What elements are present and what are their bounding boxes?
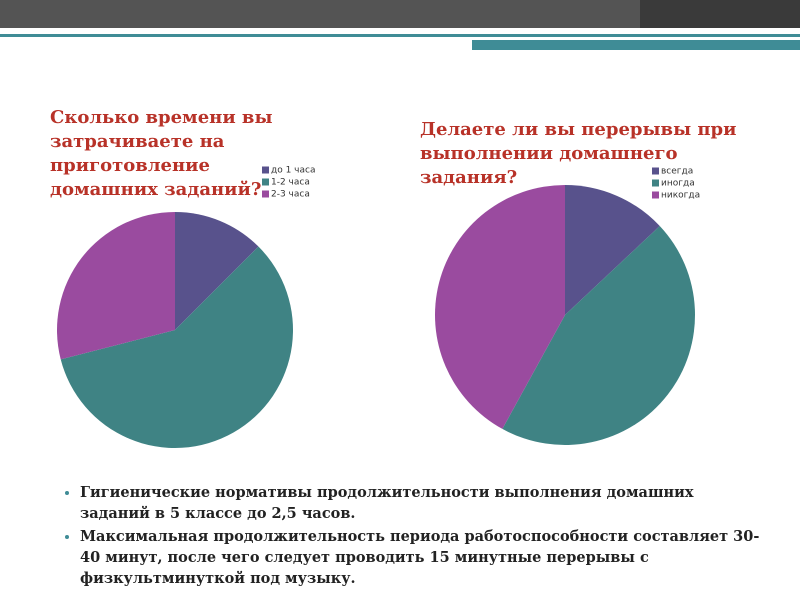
legend-swatch bbox=[652, 179, 659, 187]
pie-slice bbox=[175, 212, 259, 330]
legend-swatch bbox=[262, 166, 269, 174]
charts: до 1 часа 1-2 часа 2-3 часа всегда иногда ник… bbox=[57, 166, 700, 448]
legend-label: до 1 часа bbox=[271, 166, 315, 176]
header-line bbox=[0, 34, 800, 37]
legend-label: никогда bbox=[661, 191, 700, 201]
bullet: Гигиенические нормативы продолжительност… bbox=[80, 482, 760, 524]
legend-swatch bbox=[262, 178, 269, 186]
legend-label: 1-2 часа bbox=[271, 178, 310, 188]
legend-swatch bbox=[652, 191, 659, 199]
legend-swatch bbox=[262, 190, 269, 198]
chart-title: Сколько времени вы затрачиваете на приго… bbox=[50, 107, 273, 200]
bullet-list: Гигиенические нормативы продолжительност… bbox=[58, 482, 760, 591]
pie-slice bbox=[60, 246, 294, 448]
legend-label: иногда bbox=[661, 179, 695, 189]
pie-slice bbox=[435, 185, 565, 429]
header-band bbox=[472, 40, 800, 50]
legend-label: всегда bbox=[661, 167, 693, 177]
pie-slice bbox=[565, 185, 660, 315]
header-accent bbox=[640, 0, 800, 28]
legend-label: 2-3 часа bbox=[271, 190, 310, 200]
pie-slice bbox=[57, 212, 175, 360]
chart-title: Делаете ли вы перерывы при выполнении до… bbox=[420, 119, 737, 188]
bullet: Максимальная продолжительность периода р… bbox=[80, 526, 760, 589]
pie-slice bbox=[502, 226, 695, 445]
legend-swatch bbox=[652, 167, 659, 175]
